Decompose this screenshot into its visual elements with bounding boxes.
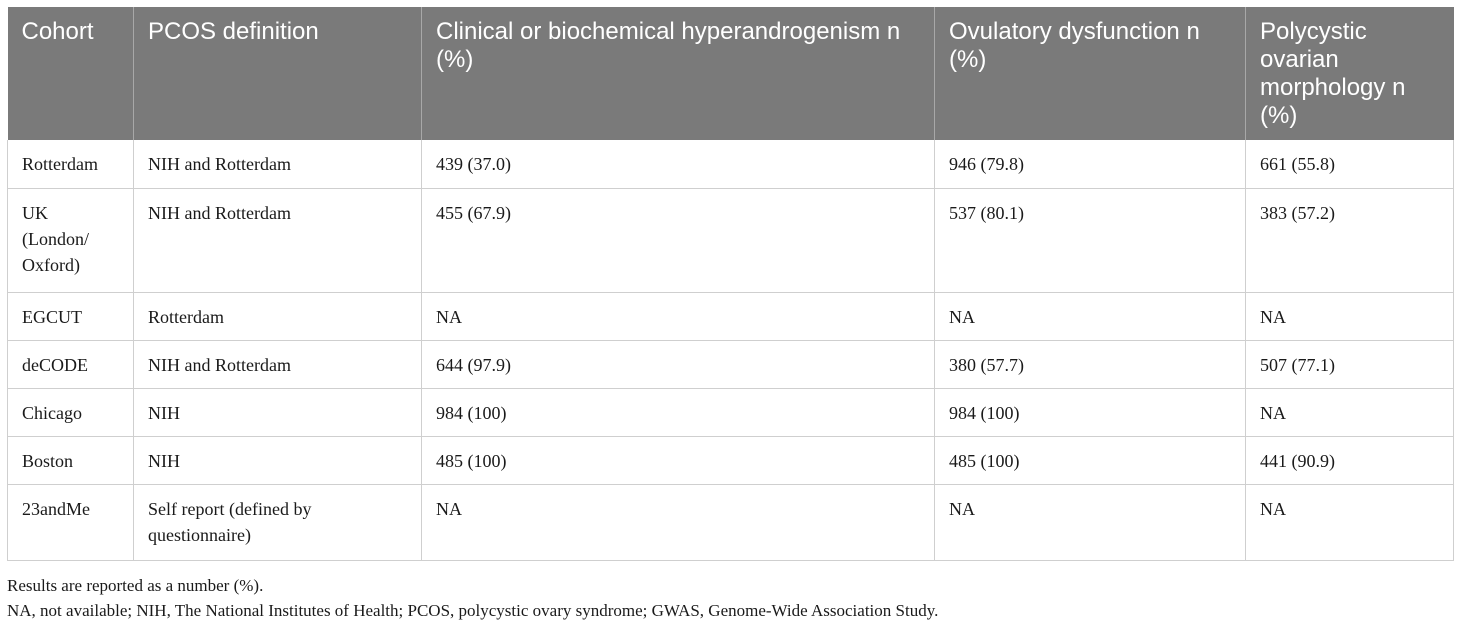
- cell-ovulatory: 984 (100): [934, 388, 1246, 437]
- table-row: UK (London/ Oxford) NIH and Rotterdam 45…: [7, 188, 1454, 293]
- table-row: EGCUT Rotterdam NA NA NA: [7, 292, 1454, 341]
- cell-ovulatory: NA: [934, 292, 1246, 341]
- cell-morphology: 441 (90.9): [1245, 436, 1454, 485]
- cell-cohort: UK (London/ Oxford): [7, 188, 134, 293]
- table-container: Cohort PCOS definition Clinical or bioch…: [7, 7, 1454, 561]
- header-pcos-definition: PCOS definition: [133, 7, 422, 140]
- cell-ovulatory: NA: [934, 484, 1246, 561]
- cell-cohort: Rotterdam: [7, 140, 134, 189]
- table-row: Rotterdam NIH and Rotterdam 439 (37.0) 9…: [7, 140, 1454, 189]
- cell-definition: Rotterdam: [133, 292, 422, 341]
- cell-hyperandrogenism: NA: [421, 484, 935, 561]
- table-row: Chicago NIH 984 (100) 984 (100) NA: [7, 388, 1454, 437]
- cell-morphology: NA: [1245, 292, 1454, 341]
- header-cohort: Cohort: [7, 7, 134, 140]
- cell-definition: Self report (defined by questionnaire): [133, 484, 422, 561]
- cell-morphology: 507 (77.1): [1245, 340, 1454, 389]
- cell-definition: NIH and Rotterdam: [133, 188, 422, 293]
- table-row: Boston NIH 485 (100) 485 (100) 441 (90.9…: [7, 436, 1454, 485]
- cell-ovulatory: 946 (79.8): [934, 140, 1246, 189]
- cell-morphology: 383 (57.2): [1245, 188, 1454, 293]
- cell-definition: NIH: [133, 388, 422, 437]
- cell-cohort: EGCUT: [7, 292, 134, 341]
- cell-ovulatory: 380 (57.7): [934, 340, 1246, 389]
- cell-ovulatory: 537 (80.1): [934, 188, 1246, 293]
- cell-cohort: deCODE: [7, 340, 134, 389]
- cell-definition: NIH and Rotterdam: [133, 340, 422, 389]
- cell-hyperandrogenism: 984 (100): [421, 388, 935, 437]
- cell-hyperandrogenism: 485 (100): [421, 436, 935, 485]
- cell-hyperandrogenism: 439 (37.0): [421, 140, 935, 189]
- cell-definition: NIH: [133, 436, 422, 485]
- cell-hyperandrogenism: NA: [421, 292, 935, 341]
- cell-hyperandrogenism: 644 (97.9): [421, 340, 935, 389]
- footnote-results: Results are reported as a number (%).: [7, 576, 264, 595]
- table-row: deCODE NIH and Rotterdam 644 (97.9) 380 …: [7, 340, 1454, 389]
- cell-morphology: NA: [1245, 484, 1454, 561]
- table-row: 23andMe Self report (defined by question…: [7, 484, 1454, 561]
- header-row: Cohort PCOS definition Clinical or bioch…: [7, 7, 1454, 140]
- cell-cohort: Boston: [7, 436, 134, 485]
- cell-morphology: 661 (55.8): [1245, 140, 1454, 189]
- cell-definition: NIH and Rotterdam: [133, 140, 422, 189]
- cell-hyperandrogenism: 455 (67.9): [421, 188, 935, 293]
- cell-ovulatory: 485 (100): [934, 436, 1246, 485]
- cohort-table: Cohort PCOS definition Clinical or bioch…: [7, 7, 1454, 561]
- cell-cohort: 23andMe: [7, 484, 134, 561]
- header-polycystic-morphology: Polycystic ovarian morphology n (%): [1245, 7, 1454, 140]
- header-hyperandrogenism: Clinical or biochemical hyperandrogenism…: [421, 7, 935, 140]
- cell-morphology: NA: [1245, 388, 1454, 437]
- footnote-abbreviations: NA, not available; NIH, The National Ins…: [7, 601, 939, 620]
- header-ovulatory-dysfunction: Ovulatory dysfunction n (%): [934, 7, 1246, 140]
- table-footnotes: Results are reported as a number (%). NA…: [7, 573, 1453, 623]
- cell-cohort: Chicago: [7, 388, 134, 437]
